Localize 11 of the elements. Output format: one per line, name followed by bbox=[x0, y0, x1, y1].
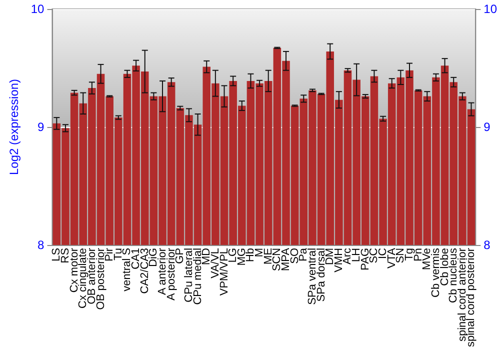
y2-tick-label: 10 bbox=[484, 2, 498, 16]
y-tick-label: 8 bbox=[38, 238, 45, 252]
x-tick-label: A posterior bbox=[165, 248, 178, 301]
y-axis-title: Log2 (expression) bbox=[7, 78, 21, 176]
x-tick-label: Tg bbox=[403, 248, 416, 261]
y-tick-label: 9 bbox=[38, 120, 45, 134]
y-tick-label: 10 bbox=[30, 2, 45, 16]
y2-tick-label: 9 bbox=[484, 120, 491, 134]
y2-tick-label: 8 bbox=[484, 238, 491, 252]
x-tick-label: RS bbox=[59, 248, 72, 264]
x-tick-label: spinal cord posterior bbox=[465, 248, 478, 348]
